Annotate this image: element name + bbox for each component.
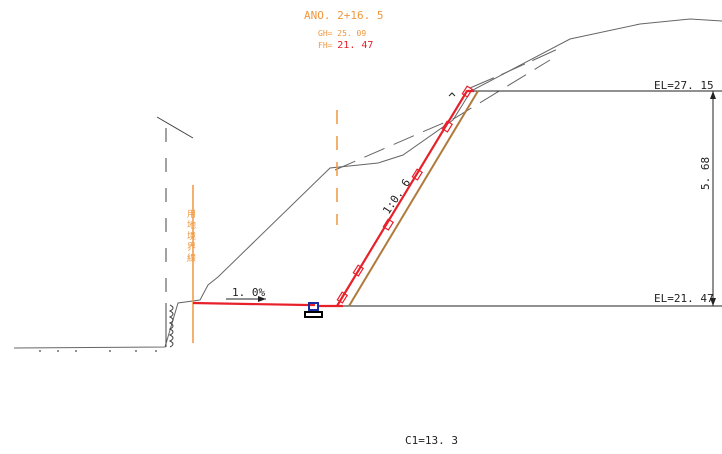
ground-trace-upper: [334, 59, 551, 171]
station-label: ANO. 2+16. 5: [304, 9, 384, 22]
ground-height-label: GH= 25. 09: [318, 30, 366, 38]
ground-trace-far: [469, 47, 561, 89]
left-wall-outline: [156, 116, 194, 139]
dim-arrow-top: [710, 91, 716, 99]
existing-ground-line: [13, 18, 722, 349]
fh-key: FH=: [318, 41, 333, 50]
road-formation: [192, 301, 315, 307]
height-dimension-label: 5. 68: [699, 156, 712, 190]
cut-area-label: C1=13. 3: [405, 434, 458, 447]
grade-arrow-head: [258, 296, 266, 302]
dim-arrow-bottom: [710, 298, 716, 306]
el-bottom-label: EL=21. 47: [654, 292, 714, 305]
el-top-tick: [448, 92, 456, 97]
el-top-label: EL=27. 15: [654, 79, 714, 92]
drainage-structure: [304, 302, 323, 318]
gh-key: GH=: [318, 29, 333, 38]
backfill-line: [348, 90, 479, 307]
base-dots: [39, 350, 157, 352]
slope-anchors: [336, 85, 474, 304]
road-grade-label: 1. 0%: [232, 286, 266, 299]
fh-value: 21. 47: [337, 40, 374, 51]
stone-masonry: [165, 303, 174, 348]
gh-value: 25. 09: [337, 29, 367, 38]
formation-height-label: FH= 21. 47: [318, 41, 373, 51]
cut-slope-line: [336, 89, 474, 307]
boundary-label: 用地境界線: [187, 210, 197, 264]
